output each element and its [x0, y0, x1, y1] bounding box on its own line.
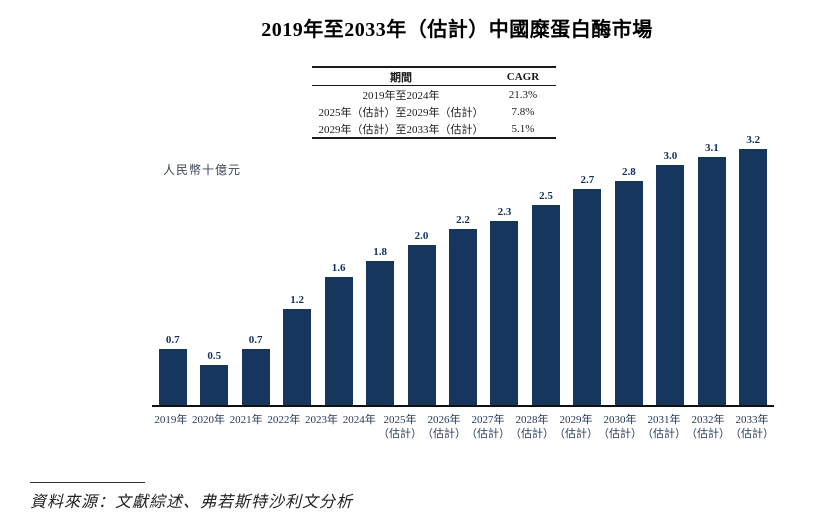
cagr-table-row: 2029年（估計）至2033年（估計） 5.1%: [312, 120, 556, 137]
x-axis-label: 2027年 （估計）: [466, 414, 511, 440]
bar-group: 1.6: [318, 262, 359, 405]
y-axis-unit-label: 人民幣十億元: [163, 163, 242, 177]
bar-value-label: 0.7: [165, 334, 180, 346]
cagr-table-cagr-cell: 5.1%: [511, 122, 535, 135]
x-axis-label: 2031年 （估計）: [642, 414, 687, 440]
x-axis-label: 2028年 （估計）: [510, 414, 555, 440]
bar: [614, 181, 643, 405]
bar-value-label: 2.2: [456, 214, 470, 226]
bar-value-label: 1.6: [331, 262, 346, 274]
bar: [656, 165, 685, 405]
x-axis-label: 2025年 （估計）: [378, 414, 423, 440]
source-divider-line: [30, 482, 145, 483]
cagr-table-row: 2019年至2024年 21.3%: [312, 86, 556, 103]
bar-group: 3.1: [691, 142, 732, 405]
x-axis-label: 2026年 （估計）: [422, 414, 467, 440]
source-note: 資料來源：文獻綜述、弗若斯特沙利文分析: [30, 482, 353, 512]
bar-chart: 0.7 0.5 0.7 1.2 1.6 1.8 2.0 2.2: [152, 134, 774, 441]
bar: [324, 277, 353, 405]
bar: [697, 157, 726, 405]
bar-value-label: 1.8: [373, 246, 387, 258]
bar-group: 3.0: [650, 150, 691, 405]
bar: [739, 149, 768, 405]
bar-group: 0.7: [235, 334, 276, 405]
cagr-table-period-cell: 2019年至2024年: [362, 89, 440, 102]
bar-value-label: 3.0: [663, 150, 678, 162]
bar: [573, 189, 602, 405]
bar-group: 2.0: [401, 230, 442, 405]
bar: [283, 309, 312, 405]
cagr-table-period-cell: 2025年（估計）至2029年（估計）: [318, 106, 484, 119]
plot-area: 0.7 0.5 0.7 1.2 1.6 1.8 2.0 2.2: [152, 134, 774, 407]
bar-group: 0.7: [152, 334, 193, 405]
chart-title: 2019年至2033年（估計）中國糜蛋白酶市場: [261, 19, 653, 41]
bar-value-label: 3.2: [746, 134, 761, 146]
bar: [241, 349, 270, 405]
bar-group: 1.2: [276, 294, 317, 405]
bar-value-label: 2.0: [414, 230, 429, 242]
bar: [366, 261, 395, 405]
bar-value-label: 3.1: [704, 142, 719, 154]
bar-group: 2.5: [525, 190, 566, 405]
source-text: 資料來源：文獻綜述、弗若斯特沙利文分析: [30, 494, 354, 511]
x-axis-label: 2021年: [229, 414, 263, 426]
cagr-table-header-cagr: CAGR: [506, 70, 540, 83]
x-axis-label: 2024年: [342, 414, 376, 426]
bar-value-label: 2.5: [539, 190, 553, 202]
x-axis-label: 2029年 （估計）: [554, 414, 599, 440]
bar: [531, 205, 560, 405]
bar: [407, 245, 436, 405]
bar: [158, 349, 187, 405]
bar-value-label: 0.5: [207, 350, 222, 362]
bar-group: 3.2: [733, 134, 774, 405]
bar-group: 2.2: [442, 214, 483, 405]
x-axis-label: 2033年 （估計）: [730, 414, 775, 440]
cagr-table-row: 2025年（估計）至2029年（估計） 7.8%: [312, 103, 556, 120]
cagr-table: 期間 CAGR 2019年至2024年 21.3% 2025年（估計）至2029…: [312, 66, 556, 139]
bar-group: 2.8: [608, 166, 649, 405]
cagr-table-cagr-cell: 21.3%: [508, 88, 538, 101]
x-axis-label: 2030年 （估計）: [598, 414, 643, 440]
bar-group: 2.7: [567, 174, 608, 405]
x-axis-label: 2022年: [267, 414, 301, 426]
bar: [449, 229, 478, 405]
bar: [200, 365, 229, 405]
x-axis-labels: 2019年 2020年 2021年 2022年 2023年 2024年 2025年 （估計） 2…: [152, 407, 774, 441]
cagr-table-body: 2019年至2024年 21.3% 2025年（估計）至2029年（估計） 7.…: [312, 86, 556, 137]
cagr-table-period-cell: 2029年（估計）至2033年（估計）: [318, 123, 484, 136]
cagr-table-cagr-cell: 7.8%: [511, 105, 535, 118]
bar-value-label: 2.8: [622, 166, 636, 178]
x-axis-label: 2032年 （估計）: [686, 414, 731, 440]
bar-value-label: 0.7: [248, 334, 263, 346]
x-axis-label: 2019年: [154, 414, 188, 426]
cagr-table-header-period: 期間: [390, 71, 412, 84]
cagr-table-header-row: 期間 CAGR: [312, 68, 556, 86]
bar: [490, 221, 519, 405]
x-axis-label: 2023年: [305, 414, 339, 426]
bar-value-label: 2.7: [580, 174, 595, 186]
bar-group: 0.5: [193, 350, 234, 405]
bar-group: 1.8: [359, 246, 400, 405]
x-axis-label: 2020年: [192, 414, 225, 426]
bar-value-label: 1.2: [290, 294, 305, 306]
bar-value-label: 2.3: [497, 206, 512, 218]
bar-group: 2.3: [484, 206, 525, 405]
